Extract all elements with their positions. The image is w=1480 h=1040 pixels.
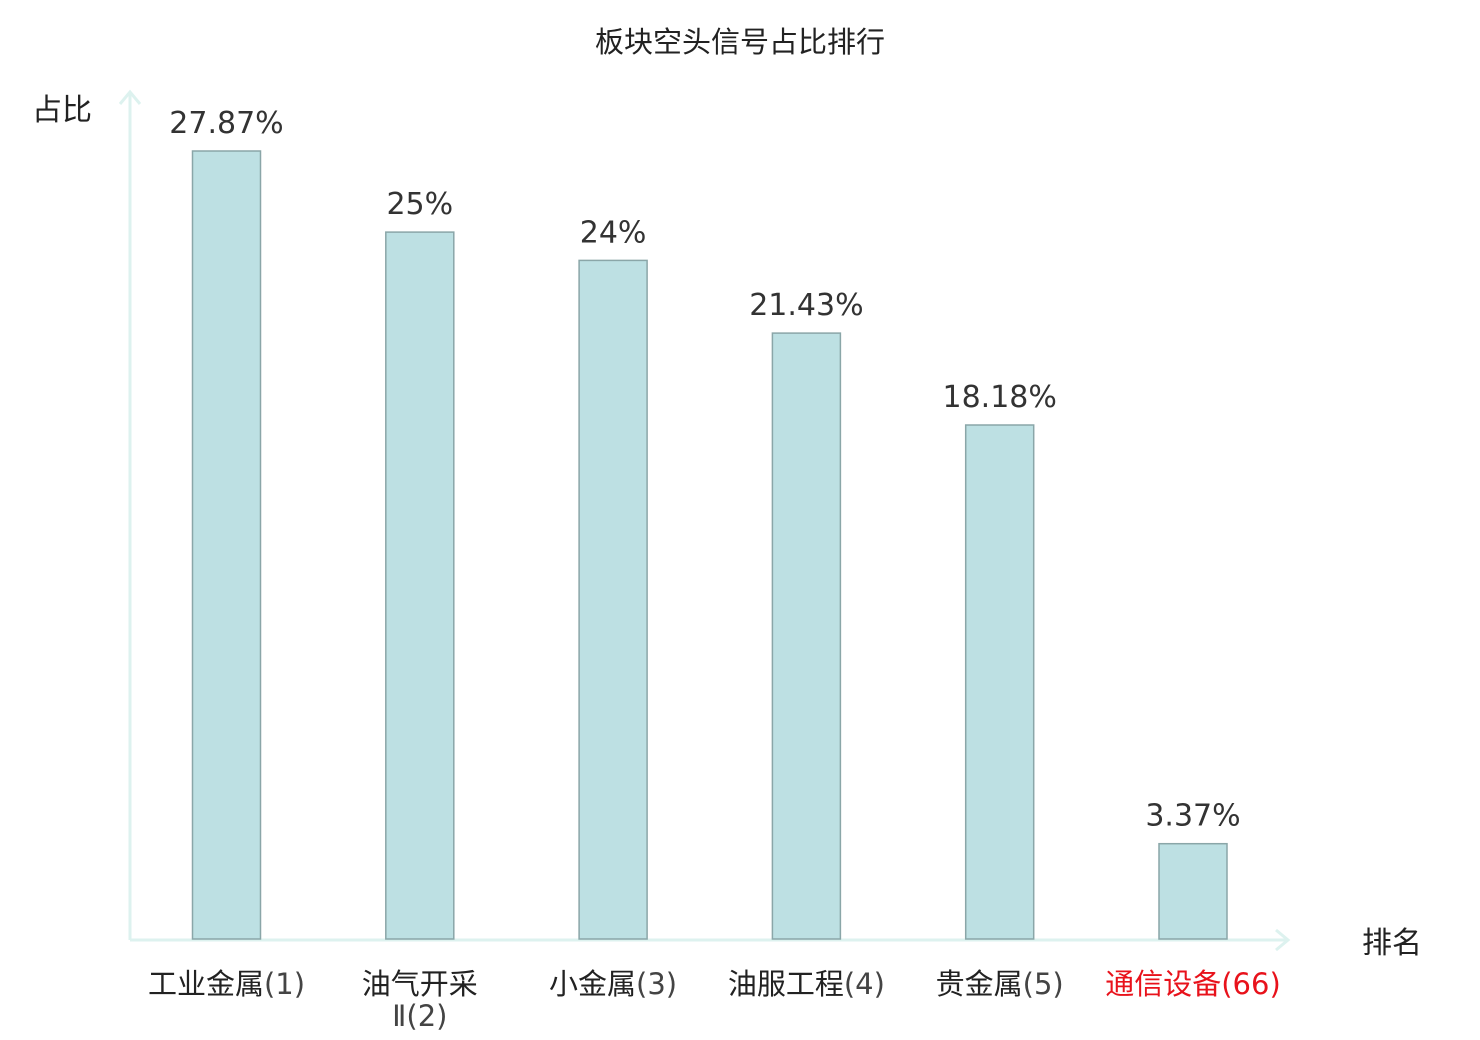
x-tick-label: 贵金属(5) — [936, 967, 1064, 1001]
x-tick-label-rank: (5) — [1023, 967, 1064, 1001]
x-tick-label-name: 工业金属 — [148, 967, 264, 1001]
axes — [118, 89, 1291, 952]
bar-value-label: 3.37% — [1145, 799, 1240, 834]
x-tick-label: 油服工程(4) — [728, 967, 885, 1001]
x-tick-label: 油气开采 — [362, 967, 478, 1001]
bar — [191, 150, 262, 940]
x-tick-label-name: 通信设备 — [1105, 967, 1221, 1001]
bar — [578, 259, 648, 940]
x-tick-label: 小金属(3) — [549, 967, 677, 1001]
x-tick-label-name: 油气开采 — [362, 967, 478, 1001]
x-tick-label-name: 小金属 — [549, 967, 636, 1001]
x-tick-label-name: 油服工程 — [728, 967, 844, 1001]
x-tick-label-rank: (66) — [1221, 967, 1281, 1001]
bar — [385, 231, 455, 940]
x-tick-label: 工业金属(1) — [148, 967, 305, 1001]
data-labels: 27.87% 25% 24% 21.43% 18.18% 3.37% — [169, 106, 1240, 834]
bar-value-label: 18.18% — [943, 380, 1057, 415]
x-tick-label-rank: (1) — [264, 967, 305, 1001]
x-tick-label-rank: (3) — [636, 967, 677, 1001]
x-tick-label: 通信设备(66) — [1105, 967, 1281, 1001]
bar-series — [191, 150, 1228, 940]
bar — [1158, 842, 1228, 940]
bar — [964, 424, 1035, 940]
bar-value-label: 27.87% — [169, 106, 283, 141]
x-axis-label: 排名 — [1362, 926, 1422, 961]
x-tick-label-name: 贵金属 — [936, 967, 1023, 1001]
bar-value-label: 21.43% — [749, 288, 863, 323]
bar — [771, 332, 842, 940]
y-axis-arrow-icon — [118, 89, 142, 105]
x-tick-label-rank: (4) — [844, 967, 885, 1001]
x-tick-label-line2: Ⅱ(2) — [392, 999, 447, 1033]
x-axis-arrow-icon — [1275, 928, 1291, 952]
y-axis-label: 占比 — [32, 93, 92, 128]
bar-value-label: 24% — [580, 215, 647, 250]
chart-title: 板块空头信号占比排行 — [595, 25, 885, 59]
bar-value-label: 25% — [386, 187, 453, 222]
